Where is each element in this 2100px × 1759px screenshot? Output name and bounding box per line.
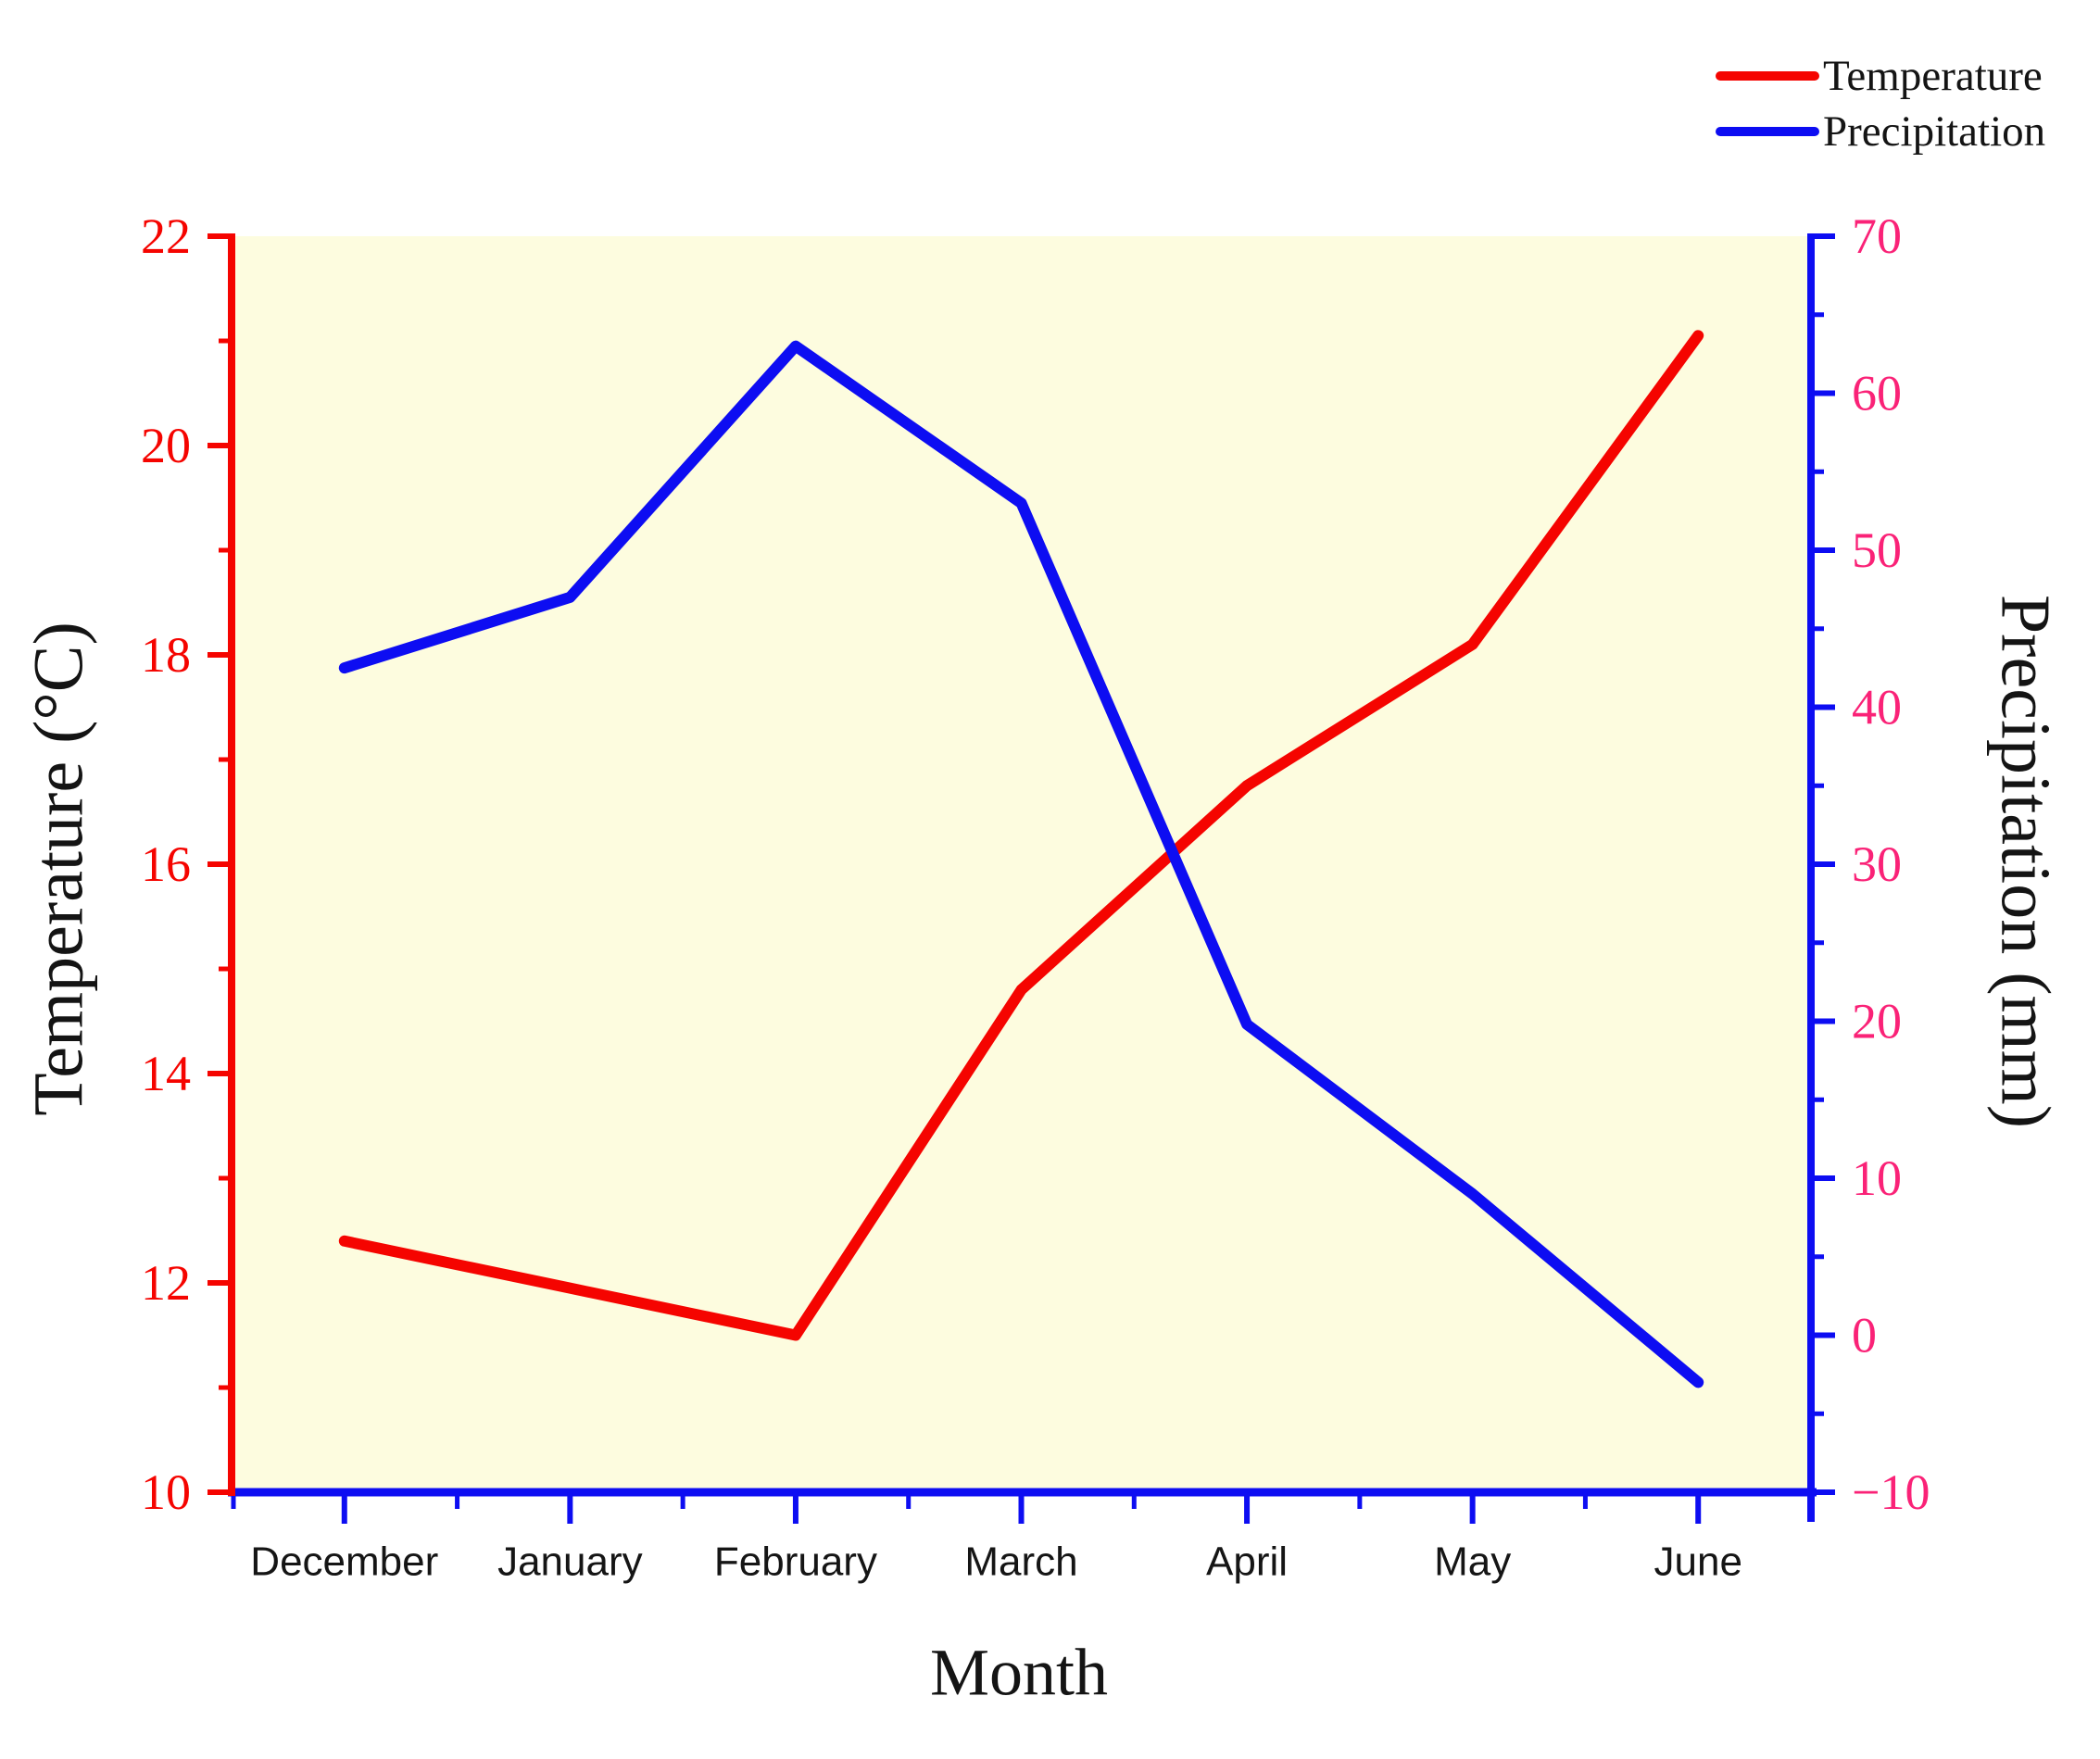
left-tick-label: 18 — [141, 627, 191, 683]
legend: Temperature Precipitation — [1716, 52, 2045, 156]
legend-label-precipitation: Precipitation — [1823, 107, 2046, 156]
x-axis-title: Month — [929, 1635, 1109, 1710]
right-tick-label: 10 — [1852, 1150, 1902, 1206]
right-tick-label: 50 — [1852, 522, 1902, 578]
x-tick-label: March — [964, 1539, 1077, 1585]
precipitation-legend-line-icon — [1716, 127, 1819, 136]
legend-item-temperature: Temperature — [1716, 52, 2045, 100]
legend-label-temperature: Temperature — [1823, 52, 2043, 100]
right-tick-label: −10 — [1852, 1464, 1930, 1520]
left-tick-label: 14 — [141, 1046, 191, 1101]
right-axis-title: Precipitation (mm) — [1986, 594, 2065, 1129]
x-tick-label: June — [1654, 1539, 1742, 1585]
right-tick-label: 70 — [1852, 208, 1902, 264]
left-tick-label: 22 — [141, 208, 191, 264]
right-tick-label: 20 — [1852, 994, 1902, 1049]
x-tick-label: April — [1206, 1539, 1288, 1585]
x-tick-label: December — [250, 1539, 438, 1585]
plot-area — [232, 236, 1811, 1492]
x-tick-label: January — [497, 1539, 643, 1585]
right-tick-label: 60 — [1852, 366, 1902, 421]
left-tick-label: 20 — [141, 418, 191, 473]
right-tick-label: 40 — [1852, 680, 1902, 735]
legend-item-precipitation: Precipitation — [1716, 107, 2045, 156]
left-tick-label: 10 — [141, 1464, 191, 1520]
temperature-legend-line-icon — [1716, 71, 1819, 81]
left-tick-label: 12 — [141, 1255, 191, 1311]
left-axis-title: Temperature (°C) — [19, 622, 98, 1116]
precipitation-line — [338, 340, 1704, 1388]
right-tick-label: 0 — [1852, 1308, 1877, 1363]
temperature-line — [338, 330, 1704, 1341]
right-tick-label: 30 — [1852, 836, 1902, 892]
left-tick-label: 16 — [141, 836, 191, 892]
x-tick-label: February — [714, 1539, 877, 1585]
x-tick-label: May — [1434, 1539, 1511, 1585]
